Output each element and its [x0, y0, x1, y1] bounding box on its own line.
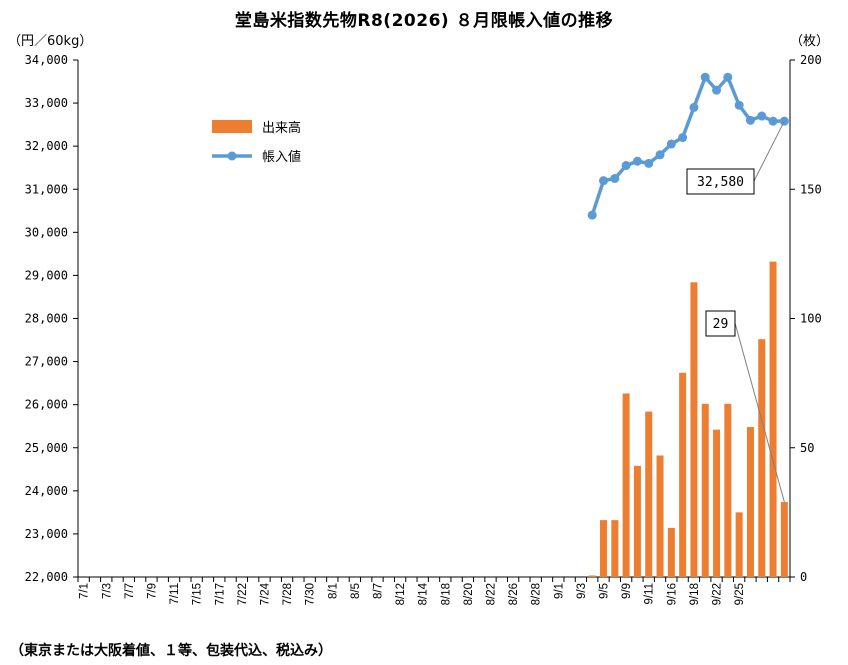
volume-bar: [701, 403, 709, 577]
price-point: [723, 72, 733, 82]
x-tick-label: 7/15: [192, 583, 204, 605]
x-tick-label: 7/17: [214, 583, 226, 605]
price-point: [757, 111, 767, 121]
volume-bar: [679, 372, 687, 577]
price-point: [610, 173, 620, 183]
callout-label-price: 32,580: [697, 175, 744, 190]
price-point: [599, 176, 609, 186]
volume-bar: [645, 411, 653, 577]
legend-swatch-volume: [212, 120, 252, 133]
volume-bar: [735, 512, 743, 577]
price-point: [644, 158, 654, 168]
footnote: （東京または大阪着値、１等、包装代込、税込み）: [10, 643, 332, 659]
volume-bar: [600, 520, 608, 577]
y-right-tick-label: 150: [800, 182, 822, 196]
callout-leader-volume: [734, 322, 785, 503]
y-right-tick-label: 0: [800, 570, 807, 584]
price-point: [666, 139, 676, 149]
y-left-tick-label: 31,000: [25, 182, 68, 196]
y-left-tick-label: 33,000: [25, 96, 68, 110]
volume-bar: [633, 465, 641, 577]
volume-bar: [724, 403, 732, 577]
price-point: [734, 100, 744, 110]
x-tick-label: 8/20: [463, 583, 475, 605]
x-tick-label: 7/24: [259, 582, 271, 605]
x-tick-label: 8/26: [508, 583, 520, 605]
y-left-tick-label: 29,000: [25, 268, 68, 282]
legend-marker-price: [227, 151, 237, 161]
y-left-tick-label: 34,000: [25, 53, 68, 67]
y-left-tick-label: 24,000: [25, 484, 68, 498]
x-tick-label: 8/18: [440, 583, 452, 605]
x-tick-label: 9/11: [644, 583, 656, 605]
callout-label-volume: 29: [713, 317, 729, 332]
x-tick-label: 7/3: [101, 583, 113, 599]
callout-box-price: [686, 168, 755, 195]
price-point: [587, 210, 597, 220]
x-tick-label: 9/1: [553, 583, 565, 599]
x-tick-label: 7/7: [124, 583, 136, 599]
volume-bar: [780, 502, 788, 577]
volume-bar: [769, 261, 777, 577]
x-tick-label: 8/1: [327, 583, 339, 599]
volume-bar: [713, 429, 721, 577]
y-left-tick-label: 28,000: [25, 312, 68, 326]
x-tick-label: 8/22: [486, 583, 498, 605]
chart-title: 堂島米指数先物R8(2026) ８月限帳入値の推移: [234, 11, 614, 31]
y-left-tick-label: 25,000: [25, 441, 68, 455]
y-right-tick-label: 100: [800, 312, 822, 326]
price-point: [632, 156, 642, 166]
callout-box-volume: [705, 310, 736, 337]
price-point: [689, 102, 699, 112]
y-left-unit-label: （円／60kg）: [8, 34, 93, 49]
x-tick-label: 9/5: [599, 583, 611, 599]
x-tick-label: 7/11: [169, 583, 181, 605]
legend-label-volume: 出来高: [262, 120, 301, 136]
price-point: [745, 115, 755, 125]
x-tick-label: 9/16: [666, 583, 678, 605]
x-tick-label: 8/7: [372, 583, 384, 599]
volume-bar: [690, 282, 698, 577]
volume-bar: [667, 527, 675, 577]
y-left-tick-label: 27,000: [25, 355, 68, 369]
y-right-unit-label: （枚）: [790, 34, 830, 49]
callout-leader-price: [753, 120, 785, 182]
price-point: [621, 161, 631, 171]
price-point: [678, 133, 688, 143]
legend-label-price: 帳入値: [262, 149, 301, 165]
volume-bar: [656, 455, 664, 577]
price-point: [712, 85, 722, 95]
x-tick-label: 9/3: [576, 583, 588, 599]
x-tick-label: 9/18: [689, 583, 701, 605]
x-tick-label: 7/28: [282, 583, 294, 605]
price-point: [700, 72, 710, 82]
volume-bar: [588, 575, 596, 577]
y-left-tick-label: 22,000: [25, 570, 68, 584]
y-left-tick-label: 32,000: [25, 139, 68, 153]
price-point: [655, 150, 665, 160]
volume-bar: [758, 339, 766, 577]
volume-bar: [622, 393, 630, 577]
y-left-tick-label: 23,000: [25, 527, 68, 541]
x-tick-label: 7/22: [237, 583, 249, 605]
x-tick-label: 9/25: [734, 583, 746, 605]
y-left-tick-label: 26,000: [25, 398, 68, 412]
x-tick-label: 8/28: [531, 583, 543, 605]
y-left-tick-label: 30,000: [25, 225, 68, 239]
x-tick-label: 7/9: [146, 583, 158, 599]
x-tick-label: 8/5: [350, 583, 362, 599]
y-right-tick-label: 50: [800, 441, 814, 455]
price-point: [768, 116, 778, 126]
x-tick-label: 7/1: [79, 583, 91, 599]
x-tick-label: 8/14: [418, 582, 430, 605]
x-tick-label: 9/22: [712, 583, 724, 605]
y-right-tick-label: 200: [800, 53, 822, 67]
x-tick-label: 8/12: [395, 583, 407, 605]
x-tick-label: 9/9: [621, 583, 633, 599]
x-tick-label: 7/30: [305, 583, 317, 605]
volume-bar: [611, 520, 619, 577]
volume-bar: [746, 427, 754, 577]
